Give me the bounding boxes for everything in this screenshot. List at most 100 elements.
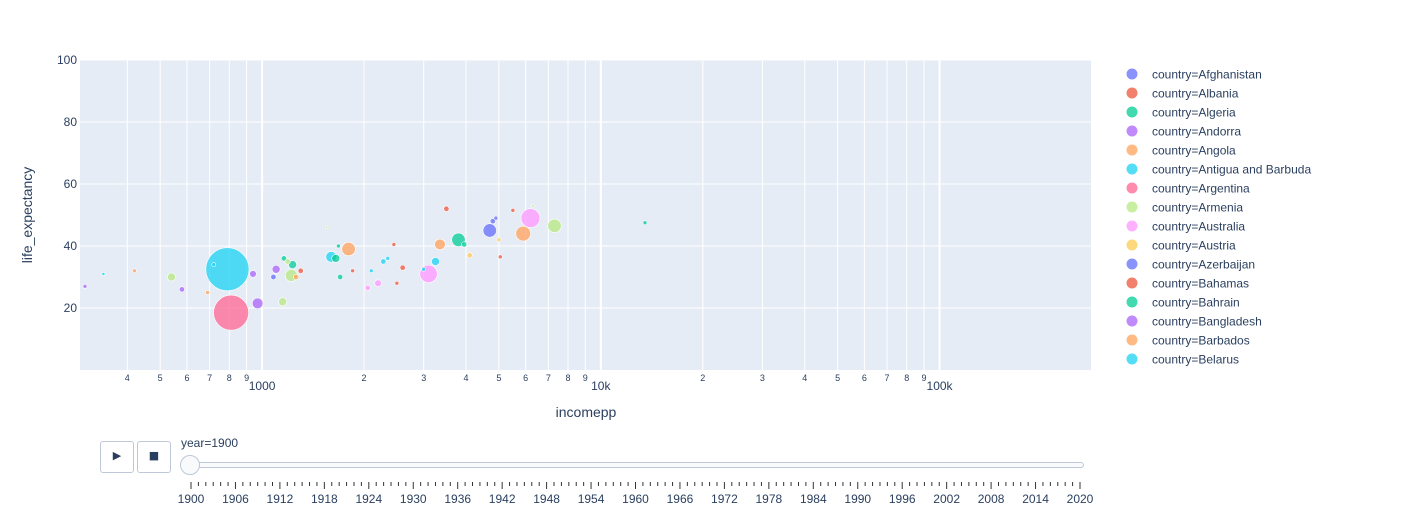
data-point[interactable] (251, 297, 264, 310)
data-point[interactable] (394, 280, 400, 286)
legend-item[interactable]: country=Austria (1126, 239, 1237, 253)
data-point[interactable] (368, 268, 374, 274)
y-tick-label: 40 (64, 239, 78, 253)
legend-item[interactable]: country=Angola (1126, 144, 1237, 158)
data-point[interactable] (337, 273, 344, 280)
data-point[interactable] (364, 284, 371, 291)
data-point[interactable] (293, 273, 300, 280)
data-point[interactable] (249, 270, 257, 278)
legend-marker (1126, 277, 1138, 289)
legend-item[interactable]: country=Bangladesh (1126, 315, 1262, 329)
legend-marker (1126, 125, 1138, 137)
data-point[interactable] (399, 264, 406, 271)
legend-label: country=Antigua and Barbuda (1152, 163, 1311, 177)
stop-icon: ■ (148, 449, 160, 462)
data-point[interactable] (510, 208, 516, 213)
legend-marker (1126, 106, 1138, 118)
data-point[interactable] (270, 273, 277, 280)
data-point[interactable] (496, 237, 502, 243)
legend-item[interactable]: country=Argentina (1126, 182, 1251, 196)
slider-tick-label: 1990 (844, 492, 871, 506)
data-point[interactable] (482, 223, 497, 238)
data-point[interactable] (493, 215, 499, 221)
year-slider-track[interactable] (182, 462, 1084, 468)
legend[interactable]: country=Afghanistan country=Albania countr… (1126, 68, 1312, 367)
x-major-tick-label: 100k (927, 379, 954, 393)
data-point[interactable] (178, 286, 185, 293)
data-point[interactable] (461, 241, 468, 248)
data-point[interactable] (380, 258, 387, 265)
legend-item[interactable]: country=Albania (1126, 87, 1239, 101)
data-point[interactable] (434, 238, 446, 251)
data-point[interactable] (82, 283, 88, 289)
x-minor-tick-label: 9 (922, 373, 927, 383)
data-point[interactable] (278, 297, 288, 307)
data-point[interactable] (443, 205, 450, 212)
data-point[interactable] (421, 266, 427, 272)
data-point[interactable] (515, 225, 531, 242)
data-point[interactable] (497, 254, 503, 260)
data-point[interactable] (132, 268, 137, 274)
x-minor-tick-label: 8 (904, 373, 909, 383)
year-slider-handle[interactable] (180, 455, 200, 475)
data-point[interactable] (167, 272, 176, 282)
data-point[interactable] (213, 294, 249, 331)
legend-item[interactable]: country=Barbados (1126, 334, 1250, 348)
data-point[interactable] (211, 262, 217, 267)
data-point[interactable] (531, 204, 535, 208)
data-point[interactable] (284, 258, 291, 265)
legend-item[interactable]: country=Armenia (1126, 201, 1244, 215)
legend-item[interactable]: country=Australia (1126, 220, 1246, 234)
legend-marker (1126, 296, 1138, 308)
data-point[interactable] (336, 243, 341, 249)
legend-item[interactable]: country=Andorra (1126, 125, 1242, 139)
stop-button[interactable]: ■ (137, 441, 171, 473)
data-point[interactable] (489, 218, 496, 225)
data-point[interactable] (205, 290, 210, 295)
legend-item[interactable]: country=Afghanistan (1126, 68, 1262, 82)
data-point[interactable] (374, 279, 382, 287)
data-point[interactable] (391, 242, 397, 247)
legend-marker (1126, 68, 1138, 80)
x-minor-tick-label: 5 (496, 373, 501, 383)
legend-item[interactable]: country=Antigua and Barbuda (1126, 163, 1312, 177)
data-point[interactable] (288, 260, 297, 269)
legend-item[interactable]: country=Bahamas (1126, 277, 1250, 291)
data-point[interactable] (271, 264, 281, 274)
data-point[interactable] (642, 220, 648, 226)
data-point[interactable] (297, 267, 304, 274)
slider-tick-label: 2008 (978, 492, 1005, 506)
legend-label: country=Afghanistan (1152, 68, 1262, 82)
play-button[interactable]: ▶ (100, 441, 134, 473)
slider-tick-label: 1924 (355, 492, 382, 506)
data-point[interactable] (350, 268, 355, 274)
data-point[interactable] (466, 252, 473, 259)
data-point[interactable] (547, 218, 562, 233)
data-point[interactable] (324, 225, 329, 230)
slider-tick-label: 1900 (178, 492, 205, 506)
slider-tick-label: 1972 (711, 492, 738, 506)
slider-tick-label: 1936 (444, 492, 471, 506)
play-icon: ▶ (112, 449, 122, 462)
legend-marker (1126, 163, 1138, 175)
slider-tick-label: 2020 (1067, 492, 1094, 506)
legend-label: country=Armenia (1152, 201, 1243, 215)
data-point[interactable] (385, 256, 391, 261)
legend-item[interactable]: country=Belarus (1126, 353, 1240, 367)
data-point[interactable] (205, 247, 250, 292)
x-minor-tick-label: 9 (583, 373, 588, 383)
legend-item[interactable]: country=Azerbaijan (1126, 258, 1256, 272)
slider-tick-label: 1918 (311, 492, 338, 506)
data-point[interactable] (431, 257, 440, 266)
legend-item[interactable]: country=Bahrain (1126, 296, 1240, 310)
data-point[interactable] (520, 208, 541, 228)
x-minor-tick-label: 2 (700, 373, 705, 383)
data-point[interactable] (101, 271, 106, 276)
x-minor-tick-label: 6 (184, 373, 189, 383)
data-point[interactable] (341, 242, 356, 257)
x-minor-tick-label: 8 (227, 373, 232, 383)
legend-item[interactable]: country=Algeria (1126, 106, 1237, 120)
x-minor-tick-label: 4 (125, 373, 130, 383)
data-point[interactable] (331, 254, 341, 263)
data-points[interactable] (82, 204, 648, 331)
